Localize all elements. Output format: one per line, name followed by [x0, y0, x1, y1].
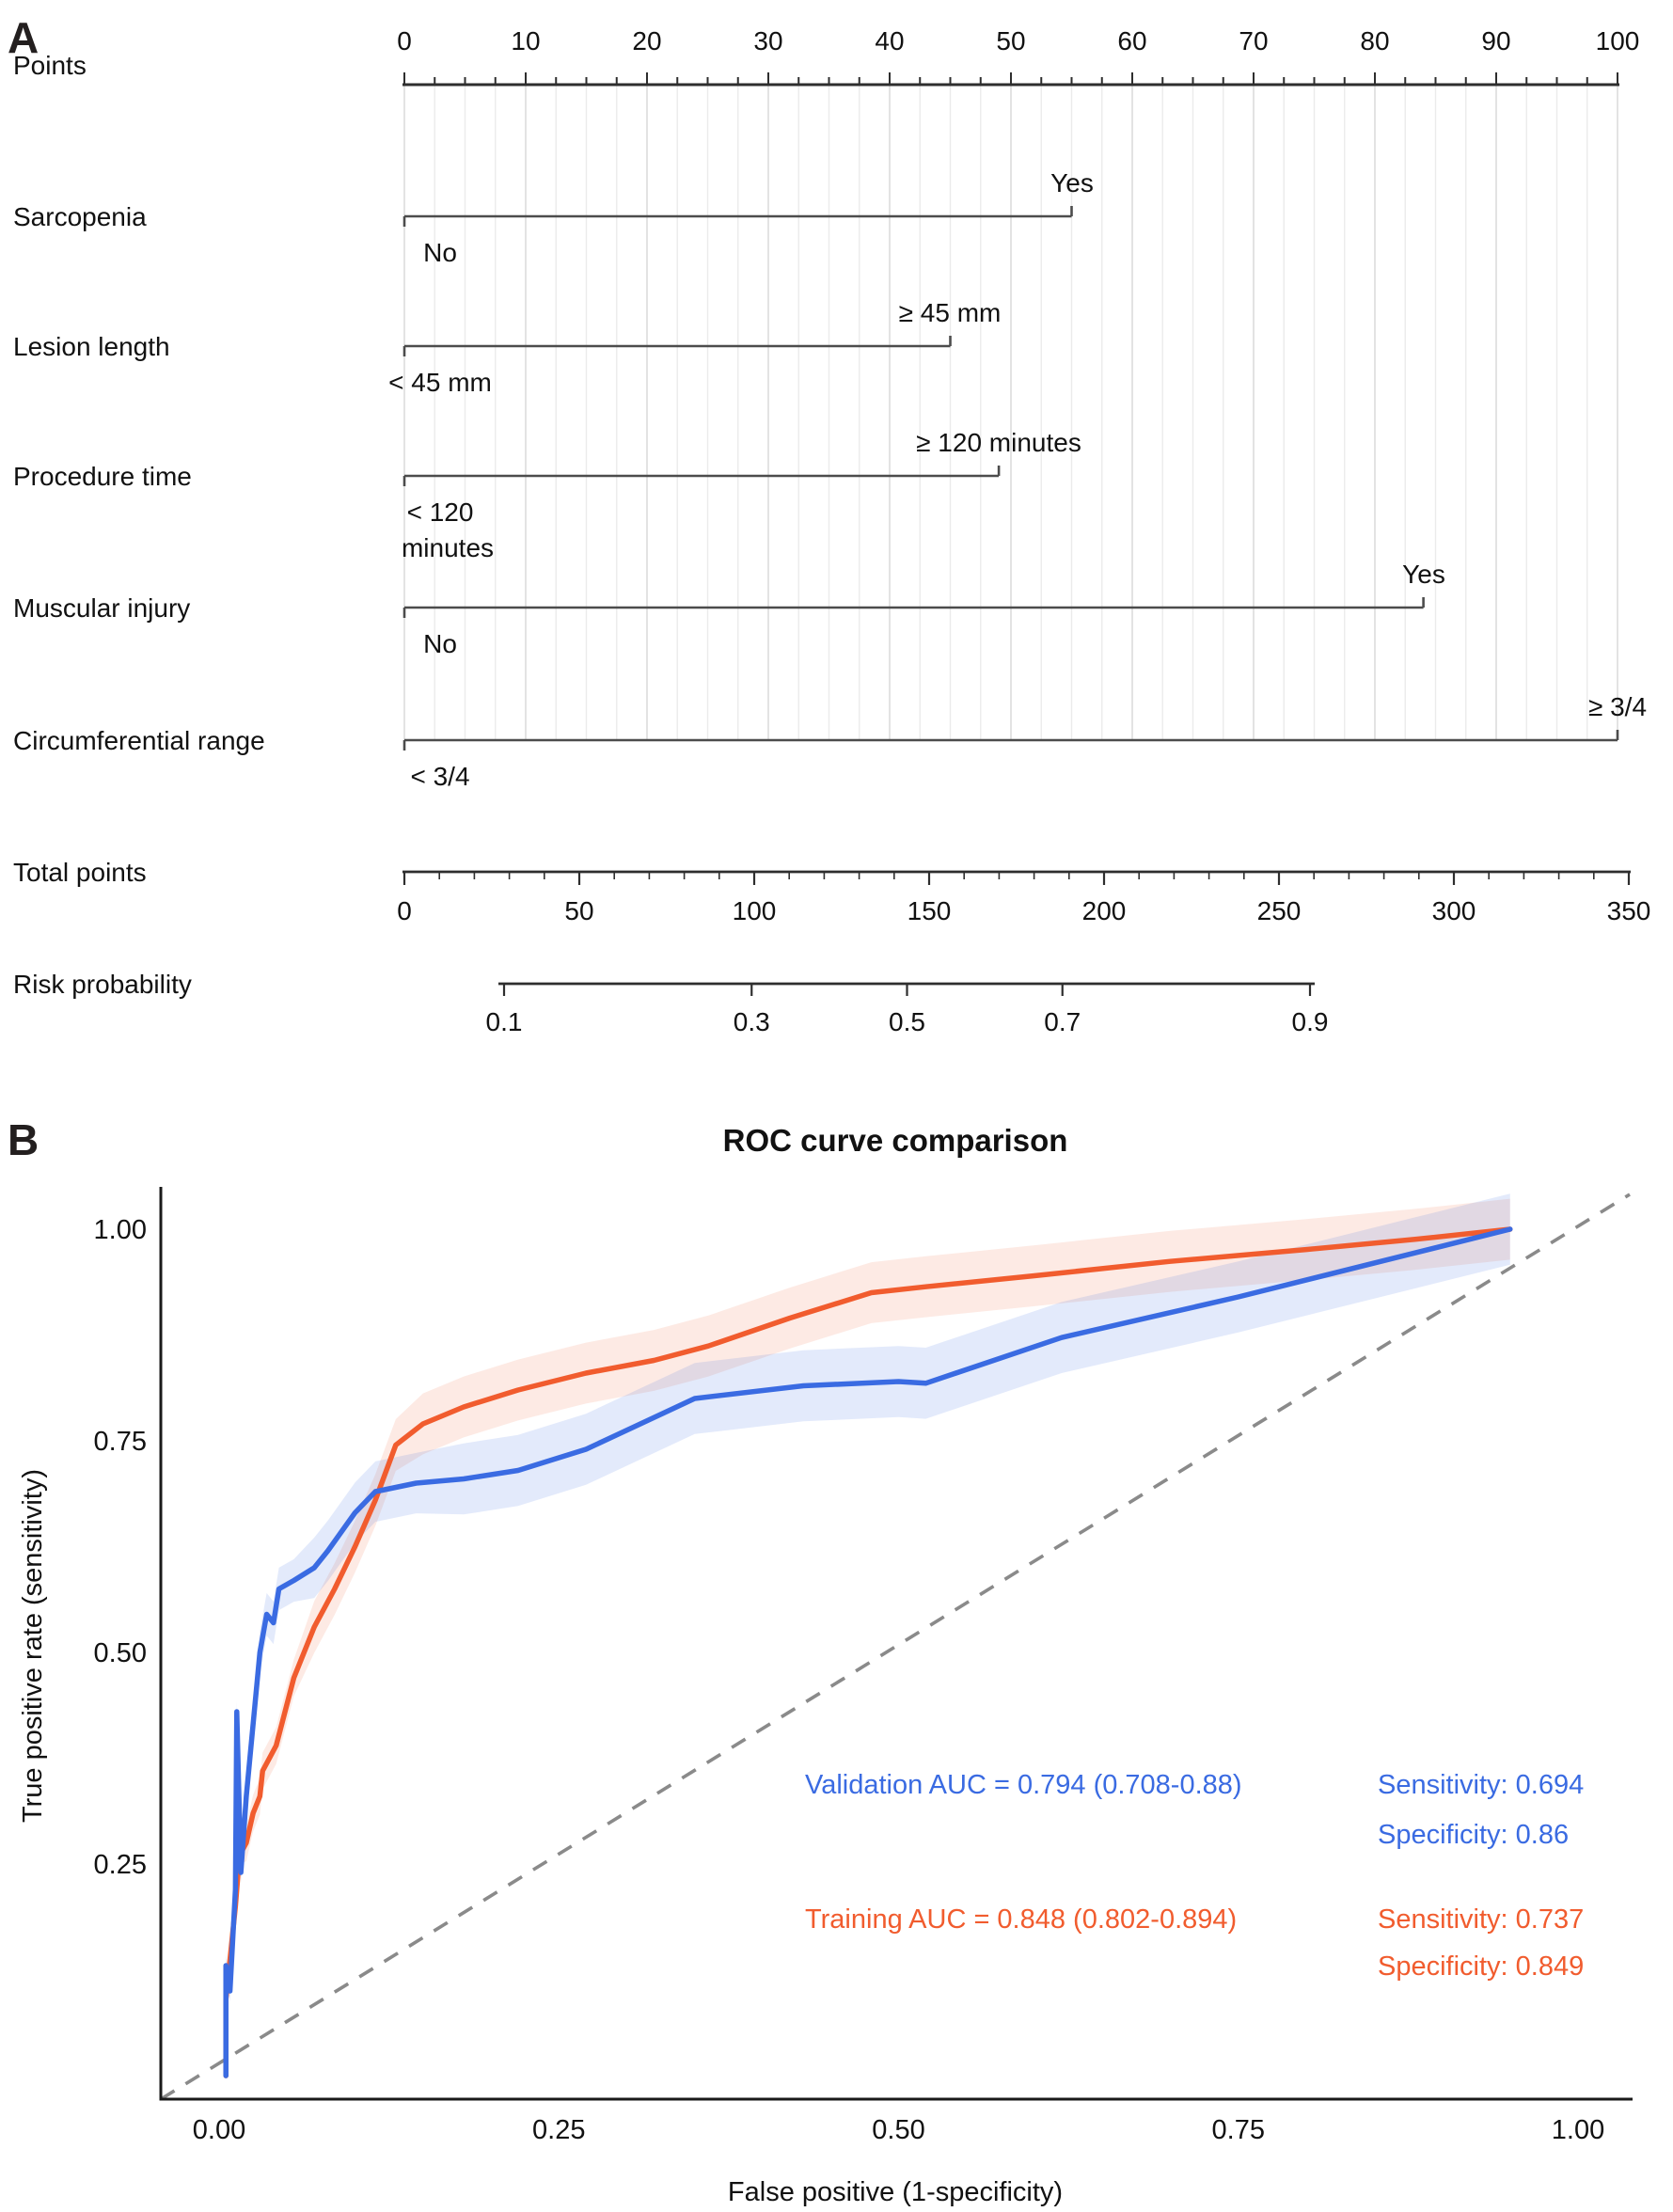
- points-axis-tick-label: 20: [632, 26, 661, 55]
- muscular-high-label: Yes: [1402, 560, 1445, 589]
- x-axis-tick-label: 0.00: [193, 2115, 245, 2145]
- panel-b-roc-plot: 0.00 0.25 0.50 0.75 1.00 0.25 0.50 0.75 1.00: [94, 1187, 1633, 2145]
- panel-a-nomogram: 0 10 20 30 40 50 60 70 80 90 100 0 50 100 150 200 250 300…: [397, 26, 1650, 1036]
- x-axis-tick-label: 1.00: [1552, 2115, 1604, 2145]
- row-label-risk-probability: Risk probability: [13, 970, 192, 999]
- points-axis-tick-label: 0: [397, 26, 412, 55]
- procedure-low-label-line1: < 120: [407, 498, 474, 527]
- y-axis-tick-label: 1.00: [94, 1215, 147, 1245]
- points-axis-tick-label: 90: [1481, 26, 1510, 55]
- procedure-low-label-line2: minutes: [402, 533, 494, 562]
- panel-a-label: A: [8, 13, 39, 62]
- points-axis-tick-label: 60: [1117, 26, 1146, 55]
- training-sensitivity-annotation: Sensitivity: 0.737: [1378, 1904, 1584, 1935]
- row-label-sarcopenia: Sarcopenia: [13, 202, 147, 231]
- total-points-tick-label: 250: [1257, 896, 1302, 925]
- row-label-total-points: Total points: [13, 858, 147, 887]
- training-specificity-annotation: Specificity: 0.849: [1378, 1951, 1584, 1982]
- points-axis-tick-label: 40: [875, 26, 904, 55]
- points-axis-tick-label: 100: [1596, 26, 1640, 55]
- training-roc-curve: [223, 1226, 1513, 2078]
- y-axis-tick-label: 0.25: [94, 1850, 147, 1880]
- panel-a-texts: A Points Sarcopenia Lesion length Proced…: [8, 13, 1647, 999]
- row-label-circumferential: Circumferential range: [13, 726, 265, 755]
- total-points-tick-label: 300: [1432, 896, 1476, 925]
- validation-roc-curve: [223, 1226, 1513, 2078]
- circumferential-high-label: ≥ 3/4: [1588, 692, 1647, 721]
- row-label-muscular-injury: Muscular injury: [13, 593, 190, 623]
- validation-confidence-band: [226, 1193, 1510, 2087]
- circumferential-low-label: < 3/4: [410, 762, 469, 791]
- x-axis-title: False positive (1-specificity): [728, 2177, 1063, 2207]
- risk-axis-tick-label: 0.9: [1292, 1007, 1329, 1036]
- row-label-lesion-length: Lesion length: [13, 332, 170, 361]
- points-axis-tick-label: 70: [1239, 26, 1268, 55]
- plot-axes: [159, 1187, 1633, 2101]
- total-points-tick-label: 50: [564, 896, 593, 925]
- training-confidence-band: [226, 1198, 1510, 2085]
- row-label-points: Points: [13, 51, 87, 80]
- risk-axis-tick-label: 0.7: [1044, 1007, 1081, 1036]
- x-axis-tick-label: 0.25: [532, 2115, 585, 2145]
- points-axis-tick-label: 30: [753, 26, 782, 55]
- validation-sensitivity-annotation: Sensitivity: 0.694: [1378, 1770, 1584, 1800]
- points-axis-tick-label: 10: [511, 26, 540, 55]
- diagonal-reference-line: [160, 1193, 1631, 2101]
- lesion-low-label: < 45 mm: [388, 368, 492, 397]
- sarcopenia-high-label: Yes: [1050, 168, 1094, 198]
- procedure-high-label: ≥ 120 minutes: [916, 428, 1081, 457]
- total-points-tick-label: 150: [908, 896, 952, 925]
- sarcopenia-low-label: No: [423, 238, 457, 267]
- muscular-low-label: No: [423, 629, 457, 658]
- validation-auc-annotation: Validation AUC = 0.794 (0.708-0.88): [805, 1770, 1242, 1800]
- x-axis-tick-label: 0.50: [872, 2115, 924, 2145]
- risk-axis-tick-label: 0.3: [734, 1007, 770, 1036]
- total-points-tick-label: 100: [733, 896, 777, 925]
- panel-b-texts: B ROC curve comparison False positive (1…: [8, 1115, 1584, 2207]
- risk-axis-tick-label: 0.5: [889, 1007, 925, 1036]
- row-label-procedure-time: Procedure time: [13, 462, 192, 491]
- lesion-high-label: ≥ 45 mm: [899, 298, 1002, 327]
- total-points-tick-label: 350: [1607, 896, 1651, 925]
- points-axis-tick-label: 50: [996, 26, 1025, 55]
- training-auc-annotation: Training AUC = 0.848 (0.802-0.894): [805, 1904, 1237, 1935]
- x-axis-tick-label: 0.75: [1212, 2115, 1265, 2145]
- risk-axis-tick-label: 0.1: [486, 1007, 523, 1036]
- y-axis-tick-label: 0.50: [94, 1638, 147, 1668]
- roc-title: ROC curve comparison: [723, 1123, 1068, 1158]
- y-axis-title: True positive rate (sensitivity): [18, 1469, 48, 1823]
- validation-specificity-annotation: Specificity: 0.86: [1378, 1820, 1569, 1850]
- y-axis-tick-label: 0.75: [94, 1427, 147, 1457]
- total-points-tick-label: 0: [397, 896, 412, 925]
- points-axis-tick-label: 80: [1360, 26, 1389, 55]
- panel-b-label: B: [8, 1115, 39, 1164]
- total-points-tick-label: 200: [1082, 896, 1127, 925]
